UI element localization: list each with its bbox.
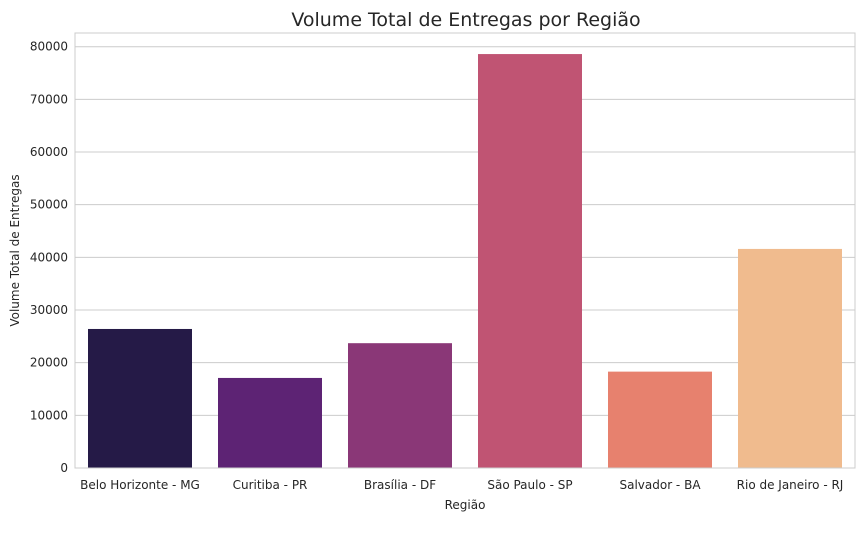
- y-tick-label: 50000: [30, 198, 68, 212]
- x-axis-label: Região: [445, 498, 486, 512]
- bar: [88, 328, 192, 468]
- y-tick-label: 10000: [30, 408, 68, 422]
- y-axis-label: Volume Total de Entregas: [8, 174, 22, 326]
- x-tick-label: Curitiba - PR: [233, 478, 308, 492]
- y-tick-label: 0: [60, 461, 68, 475]
- plot-frame: [74, 32, 856, 469]
- y-tick-label: 60000: [30, 145, 68, 159]
- gridlines: [75, 46, 855, 469]
- y-tick-label: 30000: [30, 303, 68, 317]
- x-tick-label: Brasília - DF: [364, 478, 436, 492]
- y-tick-label: 40000: [30, 250, 68, 264]
- x-tick-label: Salvador - BA: [619, 478, 701, 492]
- chart-title: Volume Total de Entregas por Região: [291, 9, 640, 31]
- bar: [738, 248, 842, 468]
- x-tick-labels: Belo Horizonte - MG Curitiba - PR Brasília…: [80, 478, 843, 492]
- bar: [348, 343, 452, 468]
- bar: [478, 54, 582, 469]
- x-tick-label: Rio de Janeiro - RJ: [737, 478, 844, 492]
- y-tick-label: 80000: [30, 40, 68, 54]
- bars: [88, 54, 842, 469]
- x-tick-label: São Paulo - SP: [487, 478, 572, 492]
- y-tick-labels: 0 10000 20000 30000 40000 50000 60000 70000 8000…: [30, 40, 68, 475]
- y-tick-label: 70000: [30, 92, 68, 106]
- y-tick-label: 20000: [30, 356, 68, 370]
- bar: [608, 371, 712, 468]
- x-tick-label: Belo Horizonte - MG: [80, 478, 200, 492]
- bar: [218, 377, 322, 468]
